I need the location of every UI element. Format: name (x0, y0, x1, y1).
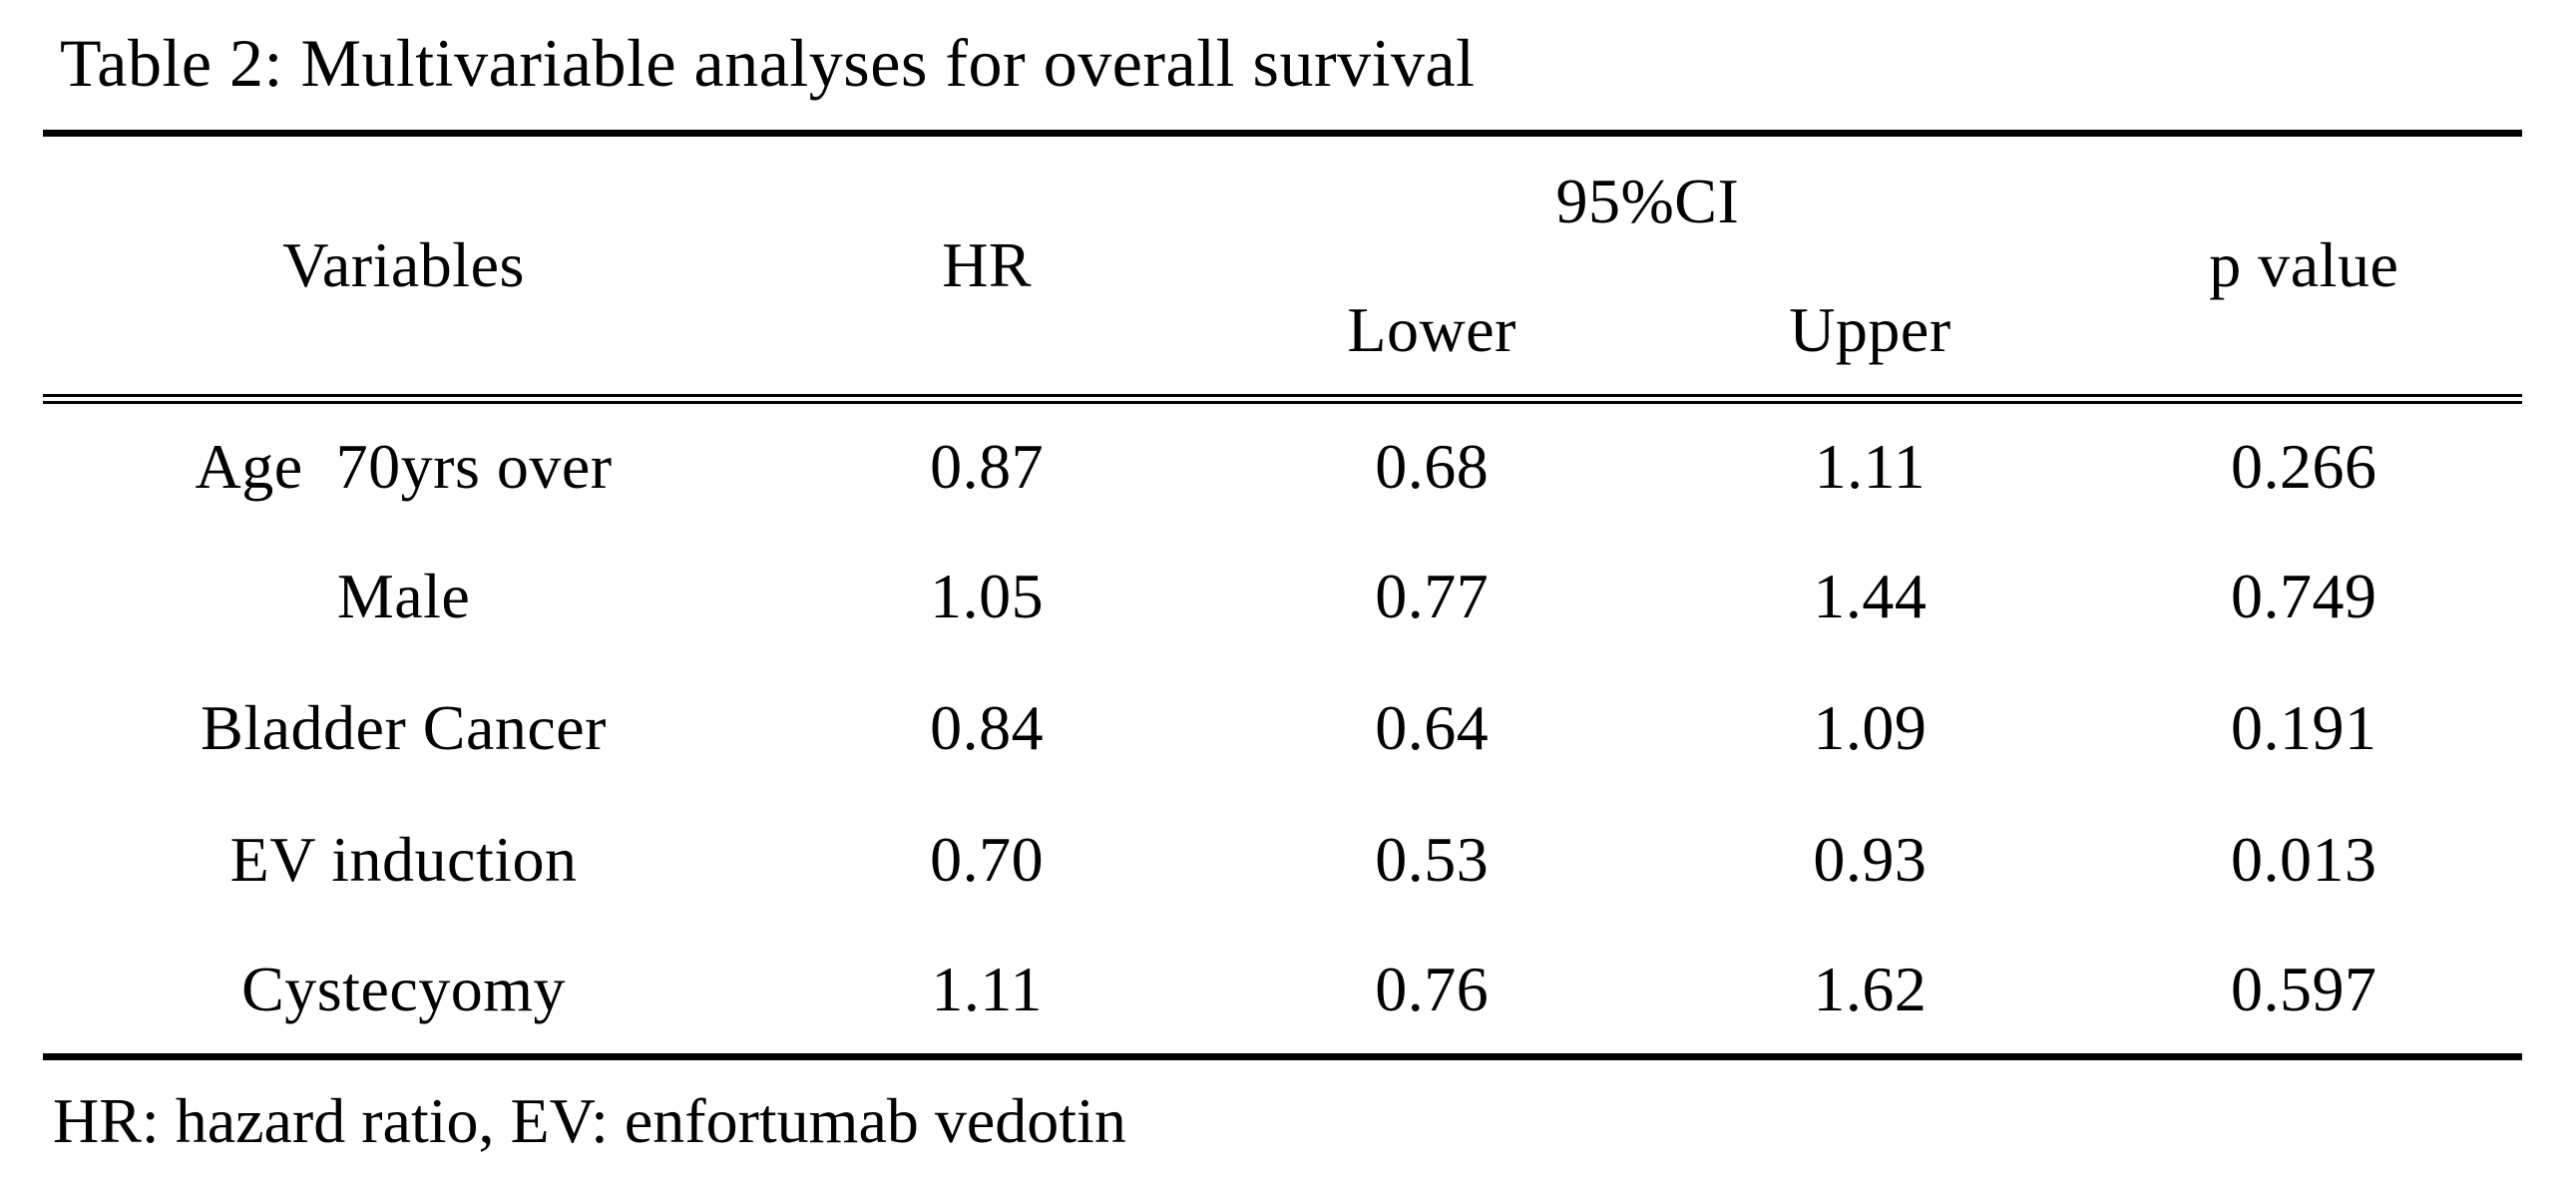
cell-variable: Bladder Cancer (201, 691, 607, 763)
cell-hr: 0.84 (930, 691, 1045, 763)
cell-ci-lower: 0.53 (1375, 823, 1490, 895)
column-header-ci-group: 95%CI (1555, 165, 1740, 236)
table-footnote: HR: hazard ratio, EV: enfortumab vedotin (53, 1085, 1126, 1156)
cell-ci-upper: 1.11 (1814, 431, 1927, 502)
cell-ci-upper: 1.62 (1813, 953, 1928, 1024)
table-body: Age 70yrs over 0.87 0.68 1.11 0.266 Male… (43, 399, 2522, 1057)
cell-ci-lower: 0.68 (1375, 431, 1490, 502)
cell-p-value: 0.749 (2231, 560, 2377, 631)
cell-variable: Male (336, 560, 471, 631)
header-row-sub: Lower Upper (43, 265, 2522, 404)
header-row-top: Variables HR 95%CI p value (43, 133, 2522, 404)
cell-ci-upper: 1.44 (1813, 560, 1928, 631)
cell-p-value: 0.013 (2231, 823, 2377, 895)
column-header-ci-upper: Upper (1654, 265, 2086, 404)
column-header-variables: Variables (43, 133, 765, 404)
column-header-ci-lower: Lower (1209, 265, 1655, 404)
cell-variable: Cystecyomy (241, 953, 567, 1024)
cell-ci-upper: 1.09 (1813, 691, 1928, 763)
table-row: Cystecyomy 1.11 0.76 1.62 0.597 (43, 926, 2522, 1057)
cell-variable: Age 70yrs over (195, 431, 613, 502)
table-caption: Table 2: Multivariable analyses for over… (60, 25, 1476, 101)
multivariable-analysis-table: Variables HR 95%CI p value Lower Upper A… (43, 130, 2522, 1060)
cell-p-value: 0.191 (2231, 691, 2377, 763)
cell-hr: 1.05 (930, 560, 1045, 631)
table-row: Age 70yrs over 0.87 0.68 1.11 0.266 (43, 399, 2522, 531)
table-row: Male 1.05 0.77 1.44 0.749 (43, 531, 2522, 662)
table-row: Bladder Cancer 0.84 0.64 1.09 0.191 (43, 662, 2522, 794)
column-header-hr: HR (764, 133, 1210, 404)
cell-hr: 1.11 (931, 953, 1043, 1024)
column-header-p-value: p value (2085, 133, 2522, 404)
cell-p-value: 0.597 (2231, 953, 2377, 1024)
cell-hr: 0.87 (930, 431, 1045, 502)
table-header: Variables HR 95%CI p value Lower Upper (43, 133, 2522, 404)
cell-p-value: 0.266 (2231, 431, 2377, 502)
cell-variable: EV induction (229, 823, 578, 895)
cell-ci-upper: 0.93 (1813, 823, 1928, 895)
cell-ci-lower: 0.77 (1375, 560, 1490, 631)
cell-ci-lower: 0.76 (1375, 953, 1490, 1024)
table-row: EV induction 0.70 0.53 0.93 0.013 (43, 794, 2522, 926)
cell-hr: 0.70 (930, 823, 1045, 895)
cell-ci-lower: 0.64 (1375, 691, 1490, 763)
